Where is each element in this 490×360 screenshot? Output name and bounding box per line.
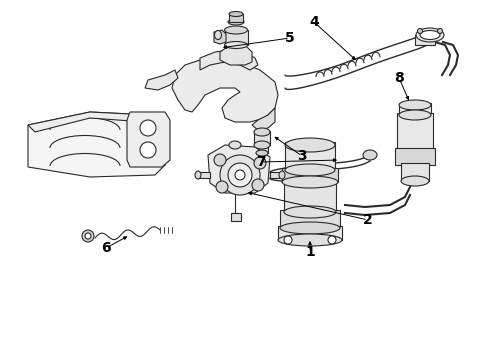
- Ellipse shape: [229, 141, 241, 149]
- Ellipse shape: [399, 100, 431, 110]
- Bar: [229, 14, 243, 22]
- Ellipse shape: [285, 138, 335, 152]
- Circle shape: [328, 236, 336, 244]
- Text: 8: 8: [394, 71, 404, 85]
- Text: 7: 7: [256, 155, 266, 169]
- Ellipse shape: [195, 171, 201, 179]
- Circle shape: [140, 120, 156, 136]
- Ellipse shape: [401, 176, 429, 186]
- Circle shape: [252, 179, 264, 191]
- Text: 2: 2: [363, 213, 373, 227]
- Ellipse shape: [254, 128, 270, 136]
- Circle shape: [417, 28, 422, 33]
- Ellipse shape: [282, 176, 338, 188]
- Circle shape: [85, 233, 91, 239]
- Polygon shape: [172, 60, 278, 122]
- Polygon shape: [28, 112, 165, 132]
- Circle shape: [82, 230, 94, 242]
- Bar: [284, 180, 336, 212]
- Circle shape: [284, 236, 292, 244]
- Polygon shape: [145, 70, 178, 90]
- Circle shape: [220, 155, 260, 195]
- Bar: [285, 142, 335, 170]
- Ellipse shape: [363, 150, 377, 160]
- Circle shape: [214, 154, 226, 166]
- Circle shape: [140, 142, 156, 158]
- Bar: [280, 210, 340, 228]
- Bar: [282, 168, 338, 182]
- Bar: [198, 172, 210, 178]
- Bar: [256, 143, 268, 153]
- Text: 4: 4: [309, 15, 319, 29]
- Text: 1: 1: [305, 245, 315, 259]
- Circle shape: [438, 28, 442, 33]
- Bar: [415, 35, 435, 45]
- Ellipse shape: [284, 206, 336, 218]
- Ellipse shape: [224, 26, 247, 34]
- Bar: [399, 103, 431, 115]
- Bar: [231, 213, 241, 221]
- Ellipse shape: [420, 31, 440, 40]
- Ellipse shape: [285, 164, 335, 176]
- Ellipse shape: [280, 222, 340, 234]
- Text: 6: 6: [101, 241, 111, 255]
- Text: 5: 5: [285, 31, 295, 45]
- Bar: [270, 172, 282, 178]
- Circle shape: [216, 181, 228, 193]
- Polygon shape: [28, 112, 165, 177]
- Ellipse shape: [228, 19, 244, 25]
- Ellipse shape: [279, 171, 285, 179]
- Polygon shape: [183, 58, 270, 115]
- Text: 3: 3: [297, 149, 307, 163]
- Ellipse shape: [399, 110, 431, 120]
- Polygon shape: [127, 112, 170, 167]
- Bar: [395, 148, 435, 165]
- Polygon shape: [225, 30, 248, 45]
- Circle shape: [228, 163, 252, 187]
- Bar: [278, 226, 342, 240]
- Polygon shape: [220, 45, 252, 65]
- Ellipse shape: [278, 234, 342, 246]
- Circle shape: [254, 157, 266, 169]
- Bar: [397, 113, 433, 150]
- Polygon shape: [252, 108, 275, 130]
- Bar: [401, 163, 429, 181]
- Ellipse shape: [215, 31, 221, 40]
- Ellipse shape: [416, 28, 444, 42]
- Circle shape: [235, 170, 245, 180]
- Polygon shape: [214, 30, 226, 44]
- Ellipse shape: [229, 12, 243, 17]
- Bar: [254, 131, 270, 145]
- Ellipse shape: [256, 150, 268, 156]
- Polygon shape: [208, 145, 270, 193]
- Polygon shape: [200, 50, 258, 70]
- Ellipse shape: [254, 141, 270, 149]
- Ellipse shape: [224, 41, 247, 49]
